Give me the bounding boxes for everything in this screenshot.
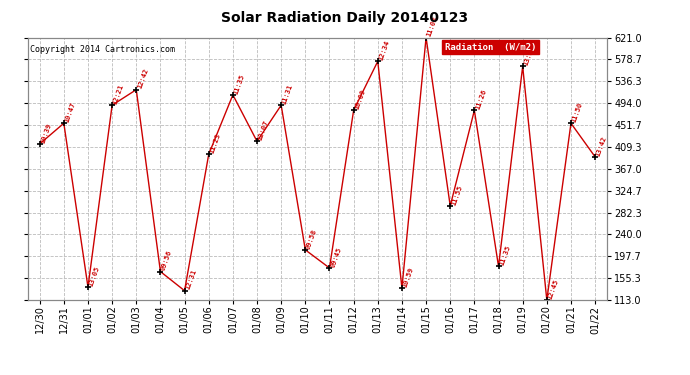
- Text: Solar Radiation Daily 20140123: Solar Radiation Daily 20140123: [221, 11, 469, 25]
- Text: 10:59: 10:59: [402, 266, 415, 288]
- Text: 11:35: 11:35: [498, 244, 511, 266]
- Text: 13:05: 13:05: [88, 265, 101, 287]
- Text: 12:21: 12:21: [112, 83, 125, 105]
- Text: 13:25: 13:25: [523, 44, 535, 66]
- Text: 12:31: 12:31: [184, 268, 197, 291]
- Text: 11:26: 11:26: [475, 88, 487, 110]
- Text: 12:45: 12:45: [546, 278, 560, 300]
- Text: 13:42: 13:42: [595, 135, 608, 157]
- Text: 11:31: 11:31: [282, 83, 294, 105]
- Text: 10:39: 10:39: [39, 122, 52, 144]
- Text: 12:34: 12:34: [378, 39, 391, 61]
- Text: 09:56: 09:56: [160, 249, 173, 272]
- Text: 09:58: 09:58: [305, 228, 318, 250]
- Text: 11:50: 11:50: [571, 101, 584, 123]
- Text: Radiation  (W/m2): Radiation (W/m2): [445, 43, 536, 52]
- Text: 11:55: 11:55: [450, 184, 463, 206]
- Text: 11:03: 11:03: [426, 15, 439, 38]
- Text: 10:09: 10:09: [353, 88, 366, 110]
- Text: 09:45: 09:45: [330, 246, 342, 268]
- Text: 11:23: 11:23: [208, 132, 221, 154]
- Text: Copyright 2014 Cartronics.com: Copyright 2014 Cartronics.com: [30, 45, 175, 54]
- Text: 11:35: 11:35: [233, 73, 246, 95]
- Text: 12:07: 12:07: [257, 119, 270, 141]
- Text: 10:47: 10:47: [63, 101, 77, 123]
- Text: 12:42: 12:42: [136, 68, 149, 90]
